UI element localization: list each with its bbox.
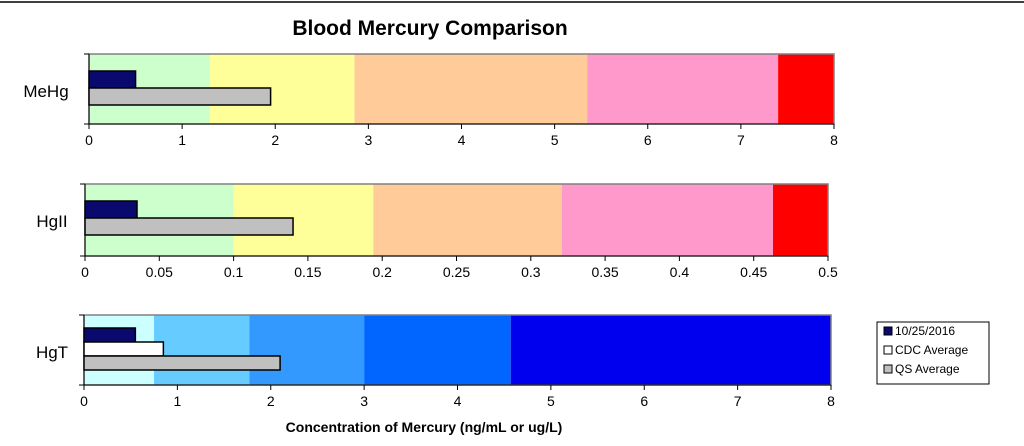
x-tick-label: 0.05 xyxy=(146,264,173,280)
x-tick-label: 3 xyxy=(364,132,372,148)
zone-3 xyxy=(587,54,779,124)
zone-4 xyxy=(510,315,831,385)
x-tick-label: 0.35 xyxy=(591,264,618,280)
bar-qs-average xyxy=(83,355,281,371)
bar-qs-average xyxy=(88,87,272,106)
panel-hgt: 0 1 2 3 4 5 6 7 8 HgT xyxy=(36,314,835,409)
zone-2 xyxy=(354,54,588,124)
x-tick-label: 0.2 xyxy=(372,264,392,280)
zone-2 xyxy=(249,315,365,385)
zone-4 xyxy=(778,54,834,124)
category-label: HgT xyxy=(36,343,68,362)
x-tick-label: 6 xyxy=(640,393,648,409)
legend: 10/25/2016 CDC Average QS Average xyxy=(876,321,990,385)
x-tick-label: 0 xyxy=(85,132,93,148)
x-tick-label: 0.4 xyxy=(670,264,690,280)
legend-swatch xyxy=(883,364,893,374)
category-label: HgII xyxy=(36,212,67,231)
x-tick-label: 8 xyxy=(830,132,838,148)
x-tick-label: 5 xyxy=(551,132,559,148)
category-label: MeHg xyxy=(23,82,68,101)
bar-10-25-2016 xyxy=(83,327,137,343)
x-tick-label: 5 xyxy=(547,393,555,409)
legend-box xyxy=(876,321,990,385)
zone-3 xyxy=(364,315,511,385)
x-tick-label: 2 xyxy=(271,132,279,148)
zone-1 xyxy=(154,315,250,385)
panel-hgii: 0 0.05 0.1 0.15 0.2 0.25 0.3 0.35 0.4 0.45 0.5 HgII xyxy=(36,183,838,280)
x-tick-label: 1 xyxy=(173,393,181,409)
x-tick-label: 0.25 xyxy=(443,264,470,280)
x-tick-label: 0.1 xyxy=(224,264,244,280)
zone-3 xyxy=(562,184,774,256)
legend-entry: 10/25/2016 xyxy=(895,324,955,338)
chart-title: Blood Mercury Comparison xyxy=(292,17,567,40)
zone-4 xyxy=(773,184,828,256)
x-tick-label: 3 xyxy=(360,393,368,409)
bar-10-25-2016 xyxy=(84,200,138,219)
x-tick-label: 4 xyxy=(454,393,462,409)
x-tick-label: 0.45 xyxy=(740,264,767,280)
x-tick-label: 0 xyxy=(81,264,89,280)
x-tick-label: 8 xyxy=(827,393,835,409)
legend-entry: CDC Average xyxy=(895,343,968,357)
x-tick-label: 0.3 xyxy=(521,264,541,280)
bar-10-25-2016 xyxy=(88,70,137,89)
x-tick-label: 4 xyxy=(458,132,466,148)
legend-swatch xyxy=(883,326,893,336)
x-tick-label: 7 xyxy=(734,393,742,409)
x-tick-label: 2 xyxy=(267,393,275,409)
x-tick-label: 0.5 xyxy=(818,264,838,280)
bar-cdc-average xyxy=(83,341,165,357)
x-tick-label: 6 xyxy=(644,132,652,148)
legend-entry: QS Average xyxy=(895,362,960,376)
x-tick-label: 0 xyxy=(80,393,88,409)
x-tick-label: 1 xyxy=(178,132,186,148)
x-tick-label: 7 xyxy=(737,132,745,148)
x-tick-label: 0.15 xyxy=(294,264,321,280)
x-axis-label: Concentration of Mercury (ng/mL or ug/L) xyxy=(286,419,563,435)
bar-qs-average xyxy=(84,217,294,236)
zone-2 xyxy=(373,184,563,256)
legend-swatch xyxy=(883,345,893,355)
panel-mehg: 0 1 2 3 4 5 6 7 8 MeHg xyxy=(23,53,838,148)
